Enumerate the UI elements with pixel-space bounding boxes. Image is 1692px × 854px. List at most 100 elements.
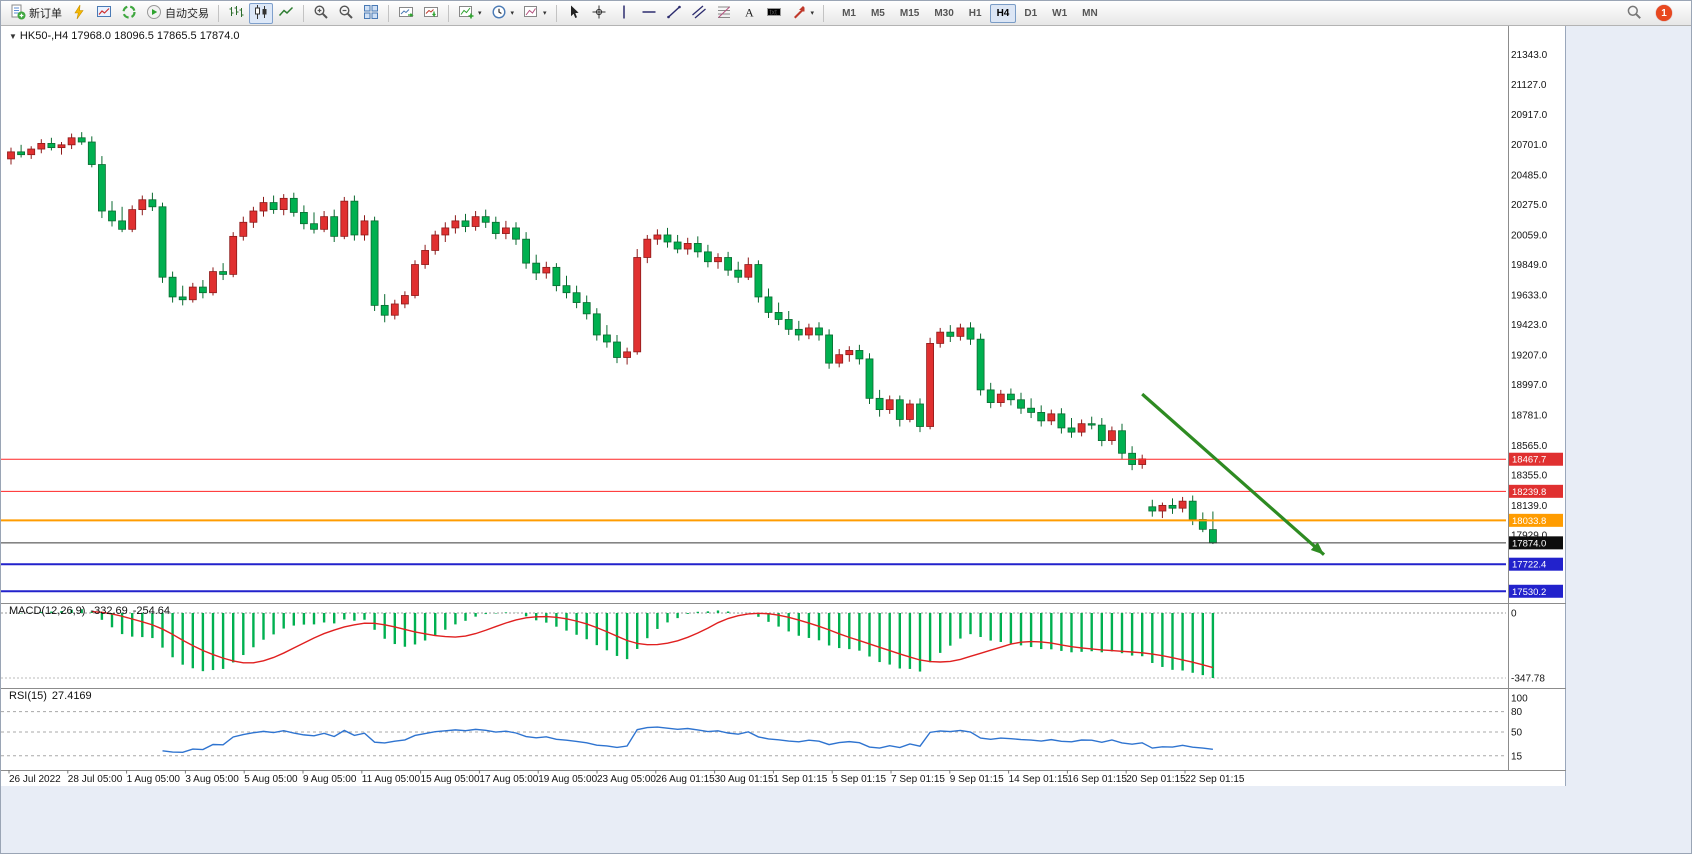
collapse-triangle-icon: ▼ <box>9 32 17 41</box>
timeframe-d1[interactable]: D1 <box>1024 7 1038 19</box>
line-chart-button[interactable] <box>274 3 298 24</box>
toolbar-separator <box>388 4 389 22</box>
new-order-label: 新订单 <box>29 8 62 20</box>
cursor-button[interactable] <box>562 3 586 24</box>
channel-button[interactable] <box>687 3 711 24</box>
auto-scroll-icon <box>398 4 414 23</box>
label-button[interactable]: txt <box>762 3 786 24</box>
svg-text:23 Aug 05:00: 23 Aug 05:00 <box>597 774 656 785</box>
arrow-shape-icon <box>791 4 807 23</box>
rsi-name: RSI(15) <box>9 690 47 702</box>
periods-button[interactable]: ▾ <box>487 3 519 24</box>
svg-text:20 Sep 01:15: 20 Sep 01:15 <box>1126 774 1186 785</box>
svg-text:20059.0: 20059.0 <box>1511 231 1548 242</box>
toolbar-separator <box>303 4 304 22</box>
templates-button[interactable]: ▾ <box>519 3 551 24</box>
text-button[interactable]: A <box>737 3 761 24</box>
toolbar-separator <box>448 4 449 22</box>
svg-text:7 Sep 01:15: 7 Sep 01:15 <box>891 774 945 785</box>
timeframe-w1[interactable]: W1 <box>1052 7 1068 19</box>
new-order-button[interactable]: 新订单 <box>6 3 66 24</box>
svg-text:26 Aug 01:15: 26 Aug 01:15 <box>656 774 715 785</box>
notification-badge[interactable]: 1 <box>1656 5 1672 21</box>
timeframe-m1[interactable]: M1 <box>842 7 856 19</box>
navigator-icon <box>121 4 137 23</box>
zoom-out-icon <box>338 4 354 23</box>
svg-text:5 Sep 01:15: 5 Sep 01:15 <box>832 774 886 785</box>
candle-chart-icon <box>253 4 269 23</box>
macd-name: MACD(12,26,9) <box>9 605 86 617</box>
svg-text:16 Sep 01:15: 16 Sep 01:15 <box>1067 774 1127 785</box>
text-icon: A <box>741 4 757 23</box>
bar-chart-icon <box>228 4 244 23</box>
svg-text:5 Aug 05:00: 5 Aug 05:00 <box>244 774 298 785</box>
svg-text:21343.0: 21343.0 <box>1511 50 1548 61</box>
fibonacci-button[interactable] <box>712 3 736 24</box>
arrows-button[interactable]: ▾ <box>787 3 819 24</box>
timeframe-m30[interactable]: M30 <box>934 7 954 19</box>
toolbar-separator <box>218 4 219 22</box>
vline-button[interactable] <box>612 3 636 24</box>
timeframe-mn[interactable]: MN <box>1082 7 1098 19</box>
svg-text:A: A <box>745 5 754 19</box>
timeframe-h1[interactable]: H1 <box>968 7 982 19</box>
market-watch-icon <box>96 4 112 23</box>
svg-text:15: 15 <box>1511 751 1523 762</box>
zoom-in-button[interactable] <box>309 3 333 24</box>
svg-text:80: 80 <box>1511 707 1523 718</box>
svg-text:9 Sep 01:15: 9 Sep 01:15 <box>950 774 1004 785</box>
metaeditor-button[interactable] <box>67 3 91 24</box>
svg-text:22 Sep 01:15: 22 Sep 01:15 <box>1185 774 1245 785</box>
auto-trading-button[interactable]: 自动交易 <box>142 3 213 24</box>
indicators-button[interactable]: ▾ <box>454 3 486 24</box>
rsi-value: 27.4169 <box>51 690 92 702</box>
svg-text:18139.0: 18139.0 <box>1511 501 1548 512</box>
vertical-line-icon <box>616 4 632 23</box>
chevron-down-icon: ▾ <box>478 10 482 17</box>
zoom-out-button[interactable] <box>334 3 358 24</box>
svg-text:19633.0: 19633.0 <box>1511 291 1548 302</box>
tile-windows-button[interactable] <box>359 3 383 24</box>
hline-button[interactable] <box>637 3 661 24</box>
svg-text:txt: txt <box>769 9 776 16</box>
navigator-button[interactable] <box>117 3 141 24</box>
svg-text:1 Aug 05:00: 1 Aug 05:00 <box>127 774 181 785</box>
market-watch-button[interactable] <box>92 3 116 24</box>
auto-trading-label: 自动交易 <box>165 8 209 20</box>
auto-trading-icon <box>146 4 162 23</box>
svg-text:14 Sep 01:15: 14 Sep 01:15 <box>1009 774 1069 785</box>
new-order-icon <box>10 4 26 23</box>
timeframe-m5[interactable]: M5 <box>870 7 885 19</box>
svg-text:19207.0: 19207.0 <box>1511 351 1548 362</box>
svg-text:50: 50 <box>1511 728 1523 739</box>
svg-text:18565.0: 18565.0 <box>1511 441 1548 452</box>
svg-text:20701.0: 20701.0 <box>1511 140 1548 151</box>
toolbar-separator <box>555 4 557 22</box>
svg-text:26 Jul 2022: 26 Jul 2022 <box>9 774 61 785</box>
svg-text:17874.0: 17874.0 <box>1512 538 1546 549</box>
chart-svg[interactable]: 21343.0 21127.0 20917.0 20701.0 20485.0 20275… <box>1 26 1566 786</box>
timeframe-m15[interactable]: M15 <box>899 7 920 19</box>
svg-text:18781.0: 18781.0 <box>1511 411 1548 422</box>
timeframe-group: M1 M5 M15 M30 H1 H4 D1 W1 MN <box>835 3 1105 23</box>
chart-area[interactable]: 21343.0 21127.0 20917.0 20701.0 20485.0 20275… <box>1 26 1566 786</box>
macd-signal-value: -254.64 <box>132 605 171 617</box>
auto-scroll-button[interactable] <box>394 3 418 24</box>
chart-shift-button[interactable] <box>419 3 443 24</box>
svg-text:100: 100 <box>1511 694 1528 705</box>
crosshair-button[interactable] <box>587 3 611 24</box>
toolbar-right: 1 <box>1622 3 1686 24</box>
svg-text:20485.0: 20485.0 <box>1511 171 1548 182</box>
label-icon: txt <box>766 4 782 23</box>
svg-text:19849.0: 19849.0 <box>1511 260 1548 271</box>
svg-text:3 Aug 05:00: 3 Aug 05:00 <box>185 774 239 785</box>
bar-chart-button[interactable] <box>224 3 248 24</box>
timeframe-h4[interactable]: H4 <box>989 3 1017 23</box>
candle-chart-button[interactable] <box>249 2 273 24</box>
tile-windows-icon <box>363 4 379 23</box>
svg-text:19423.0: 19423.0 <box>1511 320 1548 331</box>
search-button[interactable] <box>1622 3 1646 24</box>
trendline-button[interactable] <box>662 3 686 24</box>
svg-text:15 Aug 05:00: 15 Aug 05:00 <box>421 774 480 785</box>
